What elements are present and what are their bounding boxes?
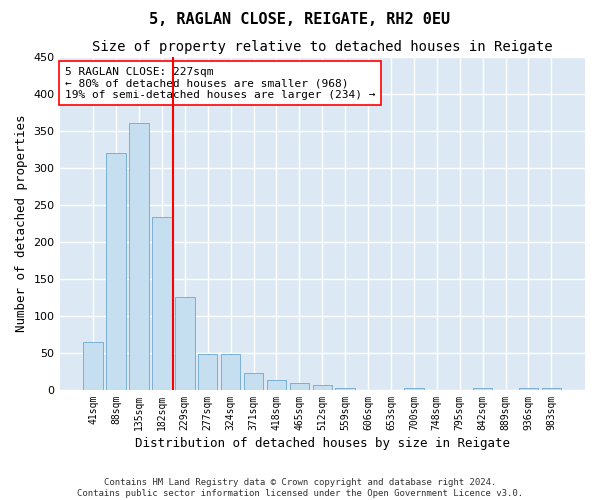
Bar [106,153,126,390]
Text: Contains HM Land Registry data © Crown copyright and database right 2024.
Contai: Contains HM Land Registry data © Crown c… [77,478,523,498]
Text: 5 RAGLAN CLOSE: 227sqm
← 80% of detached houses are smaller (968)
19% of semi-de: 5 RAGLAN CLOSE: 227sqm ← 80% of detached… [65,66,375,100]
Bar [152,218,172,390]
Bar [129,123,149,390]
Bar [542,388,561,390]
Y-axis label: Number of detached properties: Number of detached properties [15,114,28,332]
Bar [335,388,355,390]
Bar [175,298,194,390]
Bar [519,388,538,390]
X-axis label: Distribution of detached houses by size in Reigate: Distribution of detached houses by size … [135,437,510,450]
Bar [473,388,493,390]
Text: 5, RAGLAN CLOSE, REIGATE, RH2 0EU: 5, RAGLAN CLOSE, REIGATE, RH2 0EU [149,12,451,28]
Bar [290,384,309,390]
Bar [313,386,332,390]
Title: Size of property relative to detached houses in Reigate: Size of property relative to detached ho… [92,40,553,54]
Bar [404,388,424,390]
Bar [198,354,217,390]
Bar [267,380,286,390]
Bar [221,354,241,390]
Bar [83,342,103,390]
Bar [244,373,263,390]
